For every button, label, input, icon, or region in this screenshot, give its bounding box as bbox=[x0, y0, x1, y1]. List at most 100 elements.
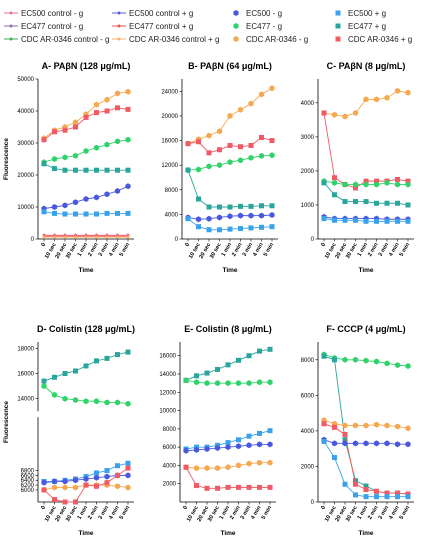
chart-panel-a: A- PAβN (128 μg/mL) 0 10000 20000 30000 40000… bbox=[3, 61, 134, 274]
data-point bbox=[204, 485, 210, 491]
data-point bbox=[193, 465, 200, 472]
data-point bbox=[374, 494, 379, 500]
data-point bbox=[62, 499, 68, 505]
y-tick-label: 6000 bbox=[21, 488, 35, 494]
data-point bbox=[235, 443, 242, 450]
data-point bbox=[126, 235, 130, 239]
data-point bbox=[114, 483, 121, 490]
y-tick-label: 2000 bbox=[301, 169, 315, 175]
data-point bbox=[62, 127, 68, 133]
data-point bbox=[83, 482, 89, 488]
data-point bbox=[83, 167, 89, 173]
series-ec477-p bbox=[41, 161, 131, 173]
data-point bbox=[246, 484, 252, 490]
data-point bbox=[363, 199, 369, 205]
data-point bbox=[84, 235, 88, 239]
data-point bbox=[373, 96, 380, 103]
data-point bbox=[321, 439, 327, 445]
data-point bbox=[248, 225, 254, 231]
data-point bbox=[94, 470, 99, 476]
data-point bbox=[214, 445, 221, 452]
data-point bbox=[342, 431, 348, 437]
x-tick-label: 5 min bbox=[399, 242, 412, 258]
series-cdc-m bbox=[321, 87, 411, 120]
data-point bbox=[363, 422, 369, 429]
data-point bbox=[374, 200, 379, 206]
data-point bbox=[331, 440, 338, 447]
data-point bbox=[342, 199, 348, 205]
y-tick-label: 6400 bbox=[21, 478, 35, 484]
y-tick-label: 10000 bbox=[17, 205, 34, 211]
data-point bbox=[395, 200, 400, 206]
data-point bbox=[256, 379, 263, 386]
data-point bbox=[217, 227, 222, 233]
data-point bbox=[225, 380, 231, 387]
chart-panels: A- PAβN (128 μg/mL)010000200003000040000… bbox=[3, 61, 414, 537]
x-tick-label: 5 min bbox=[119, 242, 132, 258]
x-axis-label: Time bbox=[358, 530, 373, 537]
data-point bbox=[73, 211, 78, 217]
data-point bbox=[125, 472, 131, 479]
data-point bbox=[52, 166, 57, 172]
series-ec500-m bbox=[183, 441, 273, 454]
data-point bbox=[196, 196, 201, 202]
data-point bbox=[104, 191, 110, 198]
data-point bbox=[373, 421, 380, 428]
series-cdc-m bbox=[321, 417, 411, 432]
y-tick-label: 4000 bbox=[301, 429, 315, 435]
data-point bbox=[125, 400, 131, 407]
y-tick-label: 4000 bbox=[301, 101, 315, 107]
data-point bbox=[321, 353, 327, 359]
data-point bbox=[225, 362, 231, 368]
data-point bbox=[405, 218, 411, 224]
data-point bbox=[125, 349, 131, 355]
data-point bbox=[73, 167, 78, 173]
x-axis-label: Time bbox=[78, 267, 93, 274]
legend-entry: EC500 control + g bbox=[112, 9, 193, 18]
data-point bbox=[83, 363, 89, 369]
data-point bbox=[206, 215, 212, 222]
panel-title: D- Colistin (128 μg/mL) bbox=[37, 324, 135, 334]
data-point bbox=[236, 484, 241, 490]
x-tick-label: 0 bbox=[320, 505, 327, 511]
data-point bbox=[62, 371, 68, 376]
chart-panel-d: D- Colistin (128 μg/mL) 60006200640066006… bbox=[3, 324, 135, 537]
data-point bbox=[384, 422, 390, 429]
legend-label: EC477 control - g bbox=[21, 22, 83, 31]
legend-marker bbox=[335, 36, 341, 42]
legend-label: EC500 - g bbox=[246, 9, 282, 18]
data-point bbox=[41, 209, 47, 215]
data-point bbox=[225, 464, 231, 471]
data-point bbox=[363, 357, 369, 364]
data-point bbox=[83, 148, 89, 154]
y-tick-label: 1000 bbox=[301, 203, 315, 209]
series-ec477-p bbox=[321, 180, 411, 208]
data-point bbox=[395, 494, 400, 500]
x-tick-label: 0 bbox=[320, 242, 327, 248]
data-point bbox=[94, 211, 99, 217]
series-ec500-p bbox=[185, 216, 275, 233]
data-point bbox=[41, 487, 47, 493]
legend-label: CDC AR-0346 + g bbox=[348, 35, 412, 44]
data-point bbox=[238, 144, 243, 150]
y-tick-label: 6800 bbox=[21, 469, 35, 475]
x-tick-label: 5 min bbox=[263, 242, 276, 258]
data-point bbox=[196, 224, 201, 230]
data-point bbox=[235, 380, 242, 387]
data-point bbox=[405, 363, 411, 369]
data-point bbox=[363, 181, 369, 188]
data-point bbox=[353, 185, 358, 191]
data-point bbox=[332, 192, 337, 198]
data-point bbox=[94, 167, 99, 173]
data-point bbox=[51, 478, 58, 485]
data-point bbox=[237, 106, 244, 113]
data-point bbox=[384, 360, 390, 367]
legend-marker bbox=[117, 37, 121, 41]
legend-entry: EC477 - g bbox=[233, 22, 282, 31]
data-point bbox=[269, 138, 275, 144]
data-point bbox=[363, 483, 369, 489]
data-point bbox=[394, 87, 401, 94]
data-point bbox=[72, 477, 79, 484]
